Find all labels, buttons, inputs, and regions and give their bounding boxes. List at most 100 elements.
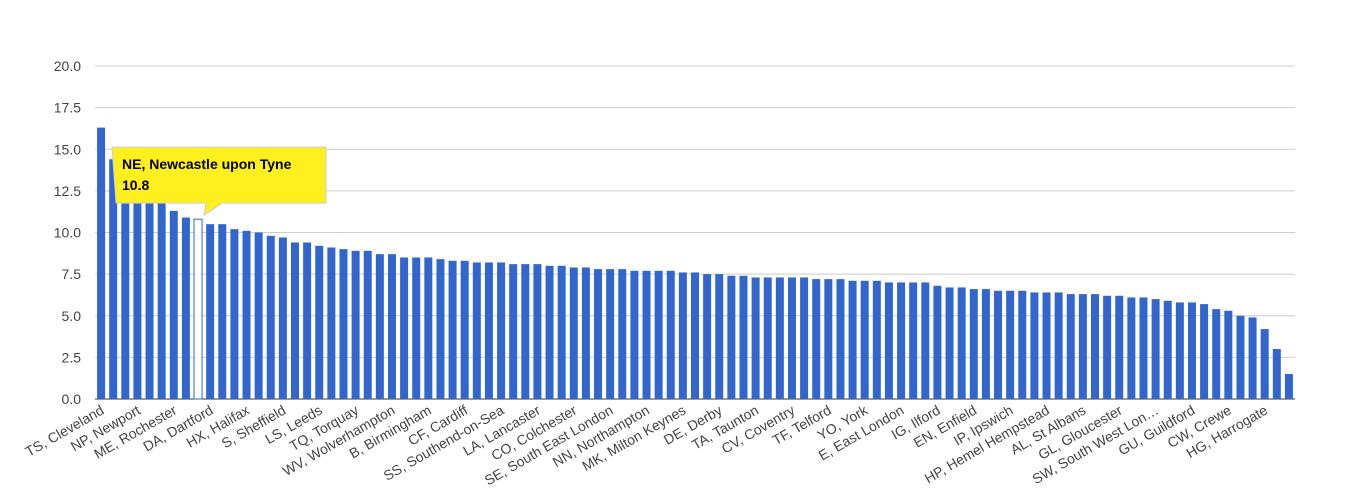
bar [181, 217, 190, 399]
bar [1127, 297, 1136, 399]
bar [157, 202, 166, 399]
bar [533, 264, 542, 399]
bar [1078, 294, 1087, 399]
bar [254, 232, 263, 399]
bar [315, 245, 324, 399]
bar [242, 230, 251, 399]
bar [715, 274, 724, 399]
bar [1224, 310, 1233, 399]
bar [727, 275, 736, 399]
bar [836, 279, 845, 399]
bar [1030, 292, 1039, 399]
bar [848, 280, 857, 399]
bar [1066, 294, 1075, 399]
bar [860, 280, 869, 399]
bar [921, 282, 930, 399]
bar [230, 229, 239, 399]
bar [557, 265, 566, 399]
bar [145, 200, 154, 399]
bar [1187, 302, 1196, 399]
bar [424, 257, 433, 399]
bar [751, 277, 760, 399]
bar [1200, 304, 1209, 399]
bar [763, 277, 772, 399]
bar [606, 269, 615, 399]
y-tick-label: 7.5 [62, 266, 82, 282]
bar [1284, 374, 1293, 399]
bar [484, 262, 493, 399]
bar [800, 277, 809, 399]
y-tick-label: 17.5 [54, 100, 81, 116]
bar [1260, 329, 1269, 399]
bar [642, 270, 651, 399]
bar [739, 275, 748, 399]
bar [909, 282, 918, 399]
bar [460, 260, 469, 399]
bar [291, 242, 299, 399]
bar [400, 257, 409, 399]
bar [339, 249, 348, 399]
bar [1115, 295, 1124, 399]
bar [206, 224, 215, 399]
bar [981, 289, 990, 399]
bar [133, 199, 142, 399]
bar [1272, 349, 1281, 399]
bar [278, 237, 287, 399]
bar [945, 287, 954, 399]
bar [363, 250, 372, 399]
bar [1054, 292, 1063, 399]
bar [957, 287, 966, 399]
bar [448, 260, 457, 399]
bar [569, 267, 578, 399]
bar [1006, 290, 1015, 399]
bar [824, 279, 833, 399]
tooltip-category: NE, Newcastle upon Tyne [122, 156, 292, 172]
bar [691, 272, 699, 399]
tooltip: NE, Newcastle upon Tyne 10.8 [111, 146, 327, 217]
bar [654, 270, 663, 399]
y-tick-label: 15.0 [54, 141, 81, 157]
bar [303, 242, 312, 399]
y-tick-label: 0.0 [62, 391, 82, 407]
bar [472, 262, 481, 399]
bar [581, 267, 590, 399]
bar [436, 259, 445, 399]
y-tick-label: 20.0 [54, 58, 81, 74]
bar [618, 269, 627, 399]
bar [1018, 290, 1027, 399]
bar [1212, 309, 1221, 399]
bar [703, 274, 712, 399]
bar [375, 254, 384, 399]
bar [775, 277, 784, 399]
bar [412, 257, 421, 399]
bar [1248, 317, 1257, 399]
y-tick-label: 10.0 [54, 225, 81, 241]
bar [787, 277, 796, 399]
bar [351, 250, 360, 399]
bar [666, 270, 675, 399]
bar [1042, 292, 1051, 399]
bar [872, 280, 881, 399]
y-tick-label: 12.5 [54, 183, 81, 199]
bar [218, 224, 227, 399]
bar [387, 254, 396, 399]
bar [1163, 300, 1172, 399]
bar [594, 269, 603, 399]
tooltip-box [111, 146, 327, 217]
tooltip-value: 10.8 [122, 177, 149, 193]
bar [1236, 315, 1245, 399]
bar [1103, 295, 1112, 399]
bar [497, 262, 506, 399]
bar [630, 270, 639, 399]
bar [678, 272, 687, 399]
bar [1175, 302, 1184, 399]
bar [1139, 297, 1148, 399]
bar [1151, 299, 1160, 399]
bar [897, 282, 906, 399]
bar [109, 159, 118, 399]
bar [994, 290, 1003, 399]
bar [121, 195, 130, 399]
bar [193, 218, 203, 400]
bar [1091, 294, 1099, 399]
